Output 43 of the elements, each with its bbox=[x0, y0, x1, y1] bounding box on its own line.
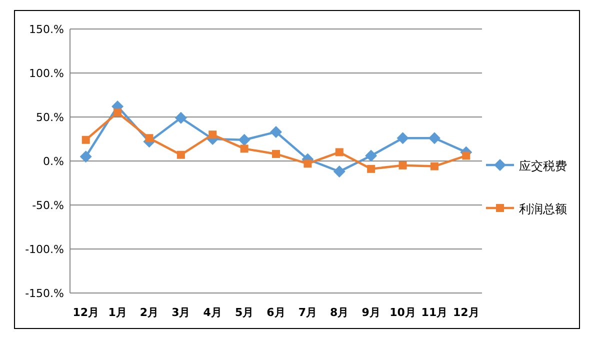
point bbox=[82, 136, 90, 144]
point bbox=[335, 148, 344, 156]
point bbox=[114, 108, 122, 117]
point bbox=[80, 150, 92, 163]
x-tick-label: 12月 bbox=[72, 306, 99, 319]
y-tick-label: 50.% bbox=[36, 111, 64, 124]
point bbox=[208, 130, 217, 139]
y-tick-label: -100.% bbox=[25, 243, 64, 256]
y-tick-label: -50.% bbox=[32, 199, 64, 212]
point bbox=[430, 162, 438, 170]
x-tick-label: 6月 bbox=[266, 306, 286, 319]
point bbox=[462, 152, 470, 160]
x-tick-label: 12月 bbox=[453, 306, 480, 319]
point bbox=[240, 144, 248, 153]
point bbox=[333, 166, 346, 178]
point bbox=[145, 134, 154, 142]
x-tick-label: 1月 bbox=[108, 306, 127, 319]
y-tick-label: 100.% bbox=[29, 67, 64, 80]
x-tick-label: 10月 bbox=[390, 306, 416, 319]
x-tick-label: 7月 bbox=[298, 306, 318, 319]
x-tick-label: 11月 bbox=[421, 306, 448, 319]
legend-label: 利润总额 bbox=[519, 202, 567, 216]
point bbox=[174, 112, 187, 124]
x-tick-label: 2月 bbox=[140, 306, 159, 319]
x-tick-label: 9月 bbox=[362, 306, 380, 319]
point bbox=[270, 126, 282, 138]
point bbox=[272, 150, 280, 158]
point bbox=[365, 150, 378, 162]
x-tick-label: 8月 bbox=[330, 306, 349, 319]
x-tick-label: 4月 bbox=[203, 306, 222, 319]
point bbox=[398, 161, 407, 170]
legend-label: 应交税费 bbox=[519, 159, 567, 173]
x-tick-label: 3月 bbox=[172, 306, 190, 319]
point bbox=[428, 132, 440, 144]
y-tick-label: 0.% bbox=[43, 155, 64, 168]
point bbox=[367, 164, 376, 173]
point bbox=[238, 134, 250, 146]
point bbox=[176, 150, 185, 159]
x-tick-label: 5月 bbox=[234, 306, 254, 319]
y-tick-label: -150.% bbox=[25, 287, 64, 300]
point bbox=[304, 160, 312, 168]
y-tick-label: 150.% bbox=[29, 23, 64, 36]
point bbox=[396, 132, 409, 144]
